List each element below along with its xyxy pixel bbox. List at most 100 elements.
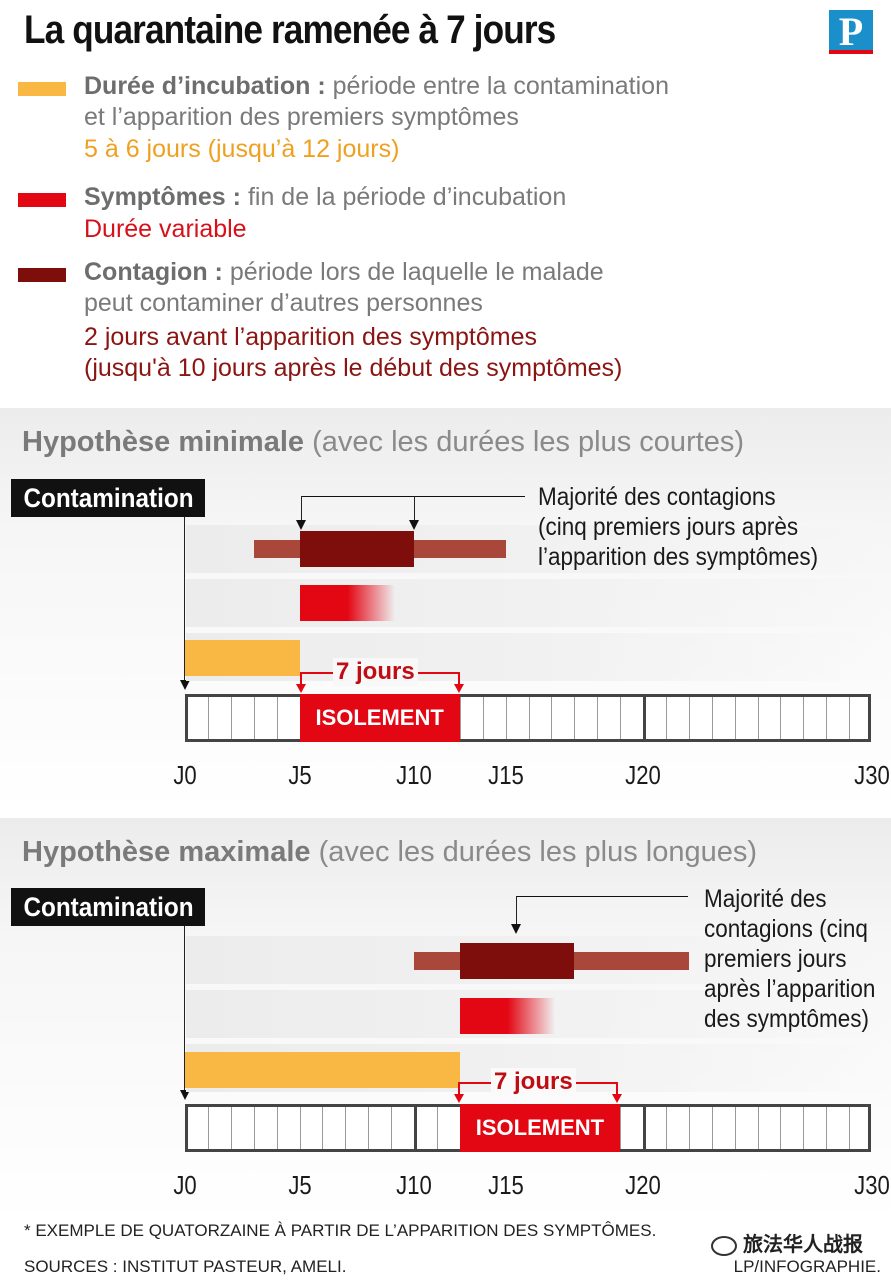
legend-symptoms-detail: Durée variable — [84, 215, 247, 243]
legend-contagion-desc1: période lors de laquelle le malade — [229, 258, 604, 286]
legend-contagion-term: Contagion : — [84, 258, 223, 286]
credit: LP/INFOGRAPHIE. — [733, 1257, 881, 1276]
timeline-day-tick — [230, 697, 232, 739]
timeline-day-tick — [368, 1107, 370, 1149]
legend-contagion-detail: 2 jours avant l’apparition des symptômes… — [84, 322, 622, 384]
majority-right-arrow-icon — [409, 520, 419, 530]
timeline — [185, 694, 871, 742]
axis-label-j10: J10 — [396, 1170, 432, 1200]
majority-leader-line — [415, 496, 525, 497]
timeline-day-tick — [826, 697, 828, 739]
legend-incubation: Durée d’incubation : période entre la co… — [84, 71, 669, 133]
timeline-day-tick — [643, 1107, 646, 1149]
timeline-day-tick — [207, 697, 209, 739]
majority-tick — [516, 896, 517, 926]
isolement-block: ISOLEMENT — [299, 694, 460, 742]
timeline-day-tick — [253, 1107, 255, 1149]
timeline-day-tick — [597, 697, 599, 739]
legend-incubation-term: Durée d’incubation : — [84, 72, 326, 100]
timeline-day-tick — [482, 697, 484, 739]
majority-bracket-line — [301, 496, 415, 497]
majority-note: Majorité des contagions (cinq premiers j… — [704, 885, 876, 1033]
timeline-day-tick — [780, 697, 782, 739]
timeline-day-tick — [253, 697, 255, 739]
watermark: 旅法华人战报 — [711, 1228, 863, 1257]
panel-minimal-title-rest: (avec les durées les plus courtes) — [312, 426, 745, 458]
timeline-day-tick — [688, 1107, 690, 1149]
contamination-label: Contamination — [11, 888, 205, 926]
legend-symptoms: Symptômes : fin de la période d’incubati… — [84, 182, 566, 213]
timeline-day-tick — [803, 697, 805, 739]
wechat-icon — [711, 1235, 737, 1256]
seven-days-left-tick — [300, 672, 302, 686]
contamination-arrow-icon — [180, 680, 190, 690]
legend-contagion: Contagion : période lors de laquelle le … — [84, 257, 604, 319]
logo-icon: P — [829, 10, 873, 54]
timeline-day-tick — [528, 697, 530, 739]
panel-maximal-title-bold: Hypothèse maximale — [22, 836, 311, 868]
timeline-day-tick — [849, 1107, 851, 1149]
contamination-label: Contamination — [11, 479, 205, 517]
incubation-bar — [185, 640, 300, 676]
timeline-day-tick — [459, 697, 461, 739]
contamination-line — [184, 926, 185, 1094]
seven-days-right-tick — [458, 672, 460, 686]
timeline-day-tick — [734, 1107, 736, 1149]
isolement-block: ISOLEMENT — [459, 1104, 621, 1152]
legend-contagion-detail1: 2 jours avant l’apparition des symptômes — [84, 323, 538, 351]
legend-symptoms-term: Symptômes : — [84, 183, 241, 211]
legend-symptoms-desc1: fin de la période d’incubation — [247, 183, 567, 211]
seven-days-right-arrow-icon — [612, 1094, 622, 1103]
page-title: La quarantaine ramenée à 7 jours — [24, 8, 556, 52]
timeline-day-tick — [505, 697, 507, 739]
timeline-day-tick — [345, 1107, 347, 1149]
symptoms-bar — [299, 585, 395, 621]
timeline-day-tick — [757, 1107, 759, 1149]
majority-right-tick — [414, 496, 415, 522]
legend-contagion-desc2: peut contaminer d’autres personnes — [84, 289, 483, 317]
majority-note: Majorité des contagions (cinq premiers j… — [538, 483, 819, 571]
watermark-text: 旅法华人战报 — [743, 1234, 863, 1256]
axis-label-j30: J30 — [854, 760, 890, 790]
contagion-main-bar — [459, 943, 575, 979]
majority-arrow-icon — [511, 924, 521, 934]
legend-incubation-desc2: et l’apparition des premiers symptômes — [84, 103, 519, 131]
timeline-day-tick — [391, 1107, 393, 1149]
axis-label-j30: J30 — [854, 1170, 890, 1200]
majority-left-tick — [301, 496, 302, 522]
legend-contagion-detail2: (jusqu'à 10 jours après le début des sym… — [84, 354, 623, 382]
axis-label-j20: J20 — [625, 1170, 661, 1200]
symptoms-bar — [459, 998, 555, 1034]
seven-days-left-arrow-icon — [296, 684, 306, 693]
timeline-day-tick — [276, 697, 278, 739]
timeline-day-tick — [230, 1107, 232, 1149]
axis-label-j10: J10 — [396, 760, 432, 790]
timeline-day-tick — [207, 1107, 209, 1149]
axis-label-j0: J0 — [173, 1170, 197, 1200]
contagion-swatch — [18, 268, 66, 282]
incubation-bar — [185, 1052, 460, 1088]
seven-days-right-arrow-icon — [454, 684, 464, 693]
axis-label-j0: J0 — [173, 760, 197, 790]
timeline-day-tick — [803, 1107, 805, 1149]
contamination-arrow-icon — [180, 1090, 190, 1100]
axis-label-j20: J20 — [625, 760, 661, 790]
seven-days-left-arrow-icon — [454, 1094, 464, 1103]
symptoms-swatch — [18, 193, 66, 207]
seven-days-label: 7 jours — [333, 658, 418, 686]
timeline-day-tick — [849, 697, 851, 739]
timeline-day-tick — [574, 697, 576, 739]
timeline-day-tick — [436, 1107, 438, 1149]
legend-incubation-desc1: période entre la contamination — [332, 72, 669, 100]
timeline-day-tick — [414, 1107, 417, 1149]
legend-incubation-detail: 5 à 6 jours (jusqu’à 12 jours) — [84, 135, 400, 163]
contagion-main-bar — [299, 531, 414, 567]
timeline-day-tick — [643, 697, 646, 739]
panel-minimal: Hypothèse minimale (avec les durées les … — [0, 408, 891, 813]
timeline-day-tick — [665, 1107, 667, 1149]
timeline-day-tick — [826, 1107, 828, 1149]
contamination-line — [184, 517, 185, 683]
timeline-day-tick — [299, 1107, 301, 1149]
timeline-day-tick — [620, 697, 622, 739]
panel-maximal: Hypothèse maximale (avec les durées les … — [0, 818, 891, 1223]
